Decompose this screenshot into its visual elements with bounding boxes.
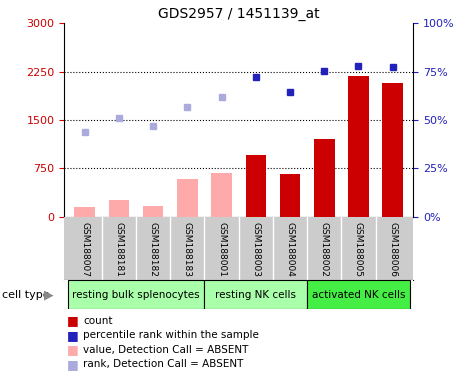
Text: rank, Detection Call = ABSENT: rank, Detection Call = ABSENT bbox=[83, 359, 244, 369]
Text: count: count bbox=[83, 316, 113, 326]
Text: GSM188001: GSM188001 bbox=[217, 222, 226, 277]
Bar bbox=[246, 155, 266, 217]
Bar bbox=[348, 76, 369, 217]
Text: GSM188002: GSM188002 bbox=[320, 222, 329, 277]
Bar bbox=[67, 280, 204, 309]
Bar bbox=[314, 139, 334, 217]
Text: GSM188183: GSM188183 bbox=[183, 222, 192, 277]
Title: GDS2957 / 1451139_at: GDS2957 / 1451139_at bbox=[158, 7, 320, 21]
Text: resting bulk splenocytes: resting bulk splenocytes bbox=[72, 290, 200, 300]
Text: cell type: cell type bbox=[2, 290, 50, 300]
Bar bbox=[307, 280, 410, 309]
Bar bbox=[143, 206, 163, 217]
Text: value, Detection Call = ABSENT: value, Detection Call = ABSENT bbox=[83, 345, 248, 355]
Text: GSM188006: GSM188006 bbox=[388, 222, 397, 277]
Text: ■: ■ bbox=[66, 343, 78, 356]
Text: GSM188007: GSM188007 bbox=[80, 222, 89, 277]
Bar bbox=[382, 83, 403, 217]
Text: GSM188182: GSM188182 bbox=[149, 222, 158, 277]
Text: GSM188004: GSM188004 bbox=[285, 222, 294, 277]
Text: GSM188003: GSM188003 bbox=[251, 222, 260, 277]
Text: ■: ■ bbox=[66, 314, 78, 327]
Text: GSM188005: GSM188005 bbox=[354, 222, 363, 277]
Text: percentile rank within the sample: percentile rank within the sample bbox=[83, 330, 259, 340]
Text: ■: ■ bbox=[66, 358, 78, 371]
Bar bbox=[75, 207, 95, 217]
Bar bbox=[204, 280, 307, 309]
Bar bbox=[211, 173, 232, 217]
Text: GSM188181: GSM188181 bbox=[114, 222, 124, 277]
Text: activated NK cells: activated NK cells bbox=[312, 290, 405, 300]
Text: ■: ■ bbox=[66, 329, 78, 342]
Text: ▶: ▶ bbox=[44, 288, 54, 301]
Bar bbox=[280, 174, 300, 217]
Bar bbox=[177, 179, 198, 217]
Bar bbox=[109, 200, 129, 217]
Text: resting NK cells: resting NK cells bbox=[215, 290, 296, 300]
